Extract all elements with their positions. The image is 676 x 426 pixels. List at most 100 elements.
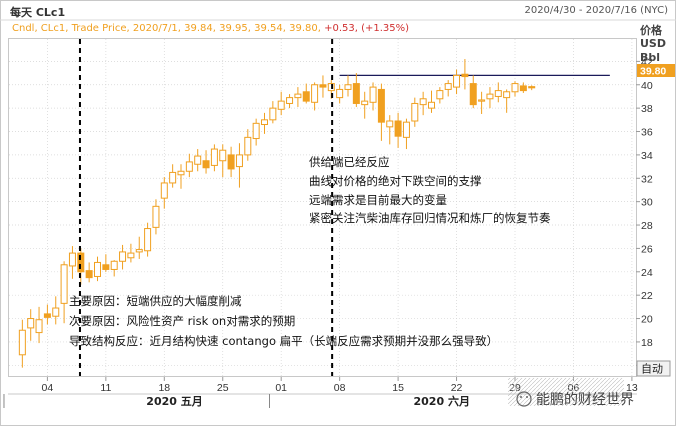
candle-body-up: [311, 84, 319, 103]
candle-body-down: [43, 313, 51, 318]
candle: [194, 149, 202, 172]
candle-body-down: [302, 91, 310, 102]
candle-body-up: [169, 171, 177, 184]
candle: [377, 83, 385, 141]
candle: [336, 84, 344, 104]
last-price-value: 39.80: [640, 66, 666, 78]
x-tick-label: 22: [451, 382, 463, 394]
x-tick-label: 13: [626, 382, 638, 394]
annotation-left-2: 次要原因：风险性资产 risk on对需求的预期: [69, 314, 295, 328]
candle-body-up: [402, 121, 410, 138]
y-tick-label: 20: [641, 314, 653, 326]
candle: [235, 143, 243, 188]
x-tick-label: 04: [42, 382, 54, 394]
candle: [286, 94, 294, 109]
candle: [52, 296, 60, 325]
future-hatch-area: [508, 378, 624, 406]
candle: [127, 243, 135, 263]
candle-body-up: [27, 318, 35, 329]
header-frequency: 每天 CLc1: [10, 4, 65, 20]
candle-body-down: [85, 270, 93, 279]
candle-body-up: [135, 249, 143, 253]
candle-body-down: [319, 84, 327, 88]
candle-body-up: [444, 83, 452, 90]
candle: [503, 89, 511, 113]
candle: [344, 75, 352, 97]
candle: [227, 146, 235, 178]
frequency-label: 每天: [10, 6, 32, 19]
candle: [369, 82, 377, 111]
dashed-markers-group: [78, 39, 334, 376]
candle: [60, 261, 68, 324]
x-tick-label: 25: [217, 382, 229, 394]
candle: [361, 91, 369, 119]
candle-body-up: [344, 84, 352, 90]
candle: [494, 82, 502, 103]
candle-body-up: [94, 261, 101, 277]
auto-scale-button-label[interactable]: 自动: [641, 363, 663, 376]
candle: [135, 236, 143, 259]
annotation-left-1: 主要原因：短端供应的大幅度削减: [69, 294, 242, 308]
candle: [27, 309, 35, 341]
candle: [177, 164, 185, 189]
candle-body-up: [411, 102, 419, 122]
candle-body-up: [68, 252, 76, 267]
candle: [319, 75, 327, 98]
candle: [185, 153, 193, 178]
wechat-icon: [516, 391, 532, 407]
y-tick-label: 30: [641, 197, 653, 209]
legend-line: Cndl, CLc1, Trade Price, 2020/7/1, 39.84…: [12, 23, 409, 34]
candle-body-up: [361, 100, 369, 106]
annotation-right-3: 远端需求是目前最大的变量: [309, 193, 447, 207]
candle-body-up: [194, 155, 202, 165]
candle-body-up: [252, 122, 260, 140]
candle: [453, 69, 461, 95]
candle-body-down: [377, 88, 385, 123]
plot-area: [8, 38, 637, 377]
candle: [210, 144, 218, 172]
candle: [160, 177, 168, 209]
candle-body-up: [419, 98, 427, 106]
candle: [244, 129, 252, 161]
month-label: 2020 六月: [414, 394, 470, 408]
candle: [261, 112, 268, 134]
candle-body-up: [210, 148, 218, 166]
candle: [461, 59, 469, 90]
candle: [511, 81, 519, 97]
candle-body-down: [352, 83, 360, 104]
candle-body-up: [436, 90, 444, 100]
candle-body-up: [294, 93, 302, 99]
candle-body-down: [202, 160, 210, 169]
y-tick-label: 28: [641, 220, 653, 232]
candle: [444, 80, 452, 97]
wechat-icon-eye-left: [520, 396, 522, 398]
candle: [110, 260, 118, 277]
candle: [428, 90, 435, 113]
y-tick-label: 22: [641, 290, 653, 302]
candle-body-up: [277, 100, 285, 110]
candle-body-up: [177, 170, 185, 176]
candle: [18, 319, 26, 368]
candle: [478, 91, 486, 114]
last-price-badge: [637, 64, 675, 77]
candle: [436, 87, 444, 104]
annotation-left-3: 导致结构反应：近月结构快速 contango 扁平（长端反应需求预期并没那么强导…: [69, 334, 498, 348]
y-tick-label: 18: [641, 337, 653, 349]
candle: [311, 82, 319, 111]
candle-body-up: [18, 329, 26, 356]
candle-body-up: [503, 91, 511, 99]
candle-body-up: [52, 307, 60, 317]
unit-price: 价格: [640, 24, 662, 37]
x-tick-label: 11: [100, 382, 111, 394]
candle-body-down: [394, 120, 402, 137]
candle: [394, 112, 402, 148]
candle: [68, 246, 76, 279]
annotation-right-4: 紧密关注汽柴油库存回归情况和炼厂的恢复节奏: [309, 211, 551, 225]
candle: [469, 75, 477, 109]
candle-body-up: [235, 154, 243, 168]
auto-scale-button-bg[interactable]: [636, 360, 671, 377]
candle-body-up: [428, 101, 435, 109]
candle-body-up: [386, 120, 394, 128]
candle: [35, 306, 43, 344]
candle: [528, 85, 536, 91]
